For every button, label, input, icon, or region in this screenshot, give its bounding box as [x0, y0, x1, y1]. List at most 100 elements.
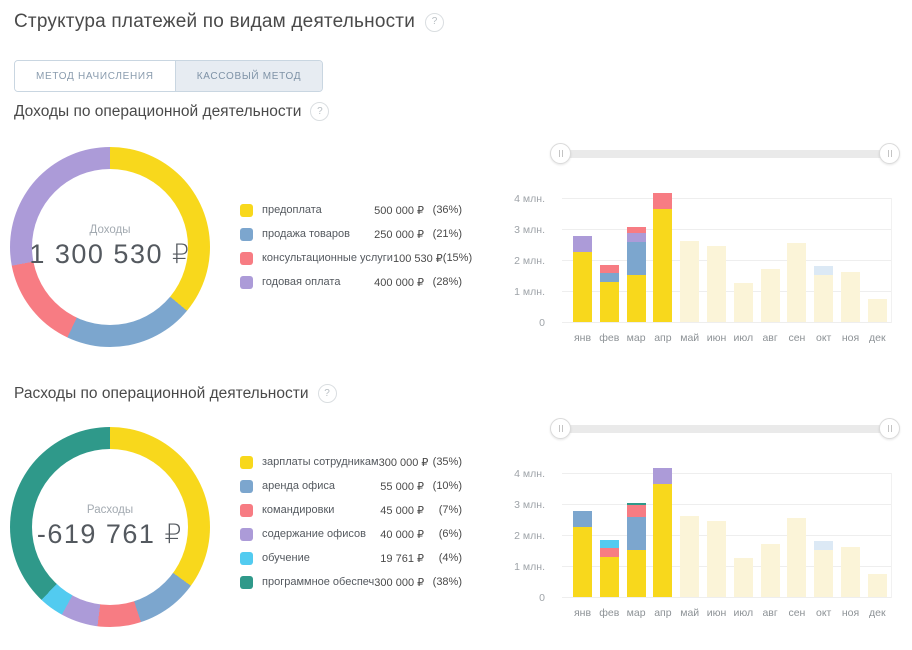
y-axis-label: 4 млн.: [514, 193, 545, 205]
page-title: Структура платежей по видам деятельности: [14, 11, 416, 32]
bar-column[interactable]: [680, 516, 700, 597]
tab-accrual-method[interactable]: МЕТОД НАЧИСЛЕНИЯ: [15, 61, 175, 91]
method-tabs: МЕТОД НАЧИСЛЕНИЯ КАССОВЫЙ МЕТОД: [14, 60, 324, 92]
legend-amount: 45 000 ₽: [380, 504, 424, 517]
bar-segment: [573, 252, 592, 322]
bar-segment: [599, 282, 619, 322]
bar-segment: [626, 503, 646, 505]
slider-handle-right[interactable]: [879, 418, 900, 439]
x-axis-label: май: [680, 332, 700, 344]
bar-column[interactable]: [573, 511, 592, 597]
bar-column[interactable]: [867, 299, 887, 322]
legend-amount: 100 530 ₽: [392, 252, 443, 265]
bar-column[interactable]: [787, 243, 807, 322]
expense-donut-chart[interactable]: Расходы -619 761 ₽: [10, 427, 210, 627]
bar-segment: [599, 265, 619, 273]
legend-color-chip: [240, 551, 253, 565]
x-axis-label: мар: [626, 607, 646, 619]
bar-column[interactable]: [573, 236, 592, 322]
slider-track[interactable]: [560, 425, 890, 433]
x-axis-label: июл: [733, 607, 754, 619]
bar-column[interactable]: [653, 193, 673, 322]
legend-item: аренда офиса 55 000 ₽ (10%): [240, 474, 462, 498]
slider-handle-left[interactable]: [550, 143, 571, 164]
gridline: [562, 229, 892, 230]
legend-color-chip: [240, 227, 253, 241]
x-axis-label: мар: [626, 332, 646, 344]
income-donut-chart[interactable]: Доходы 1 300 530 ₽: [10, 147, 210, 347]
bar-segment: [626, 275, 646, 322]
bar-segment: [760, 269, 780, 322]
bar-column[interactable]: [599, 265, 619, 322]
gridline: [562, 504, 892, 505]
legend-percent: (15%): [442, 252, 473, 264]
legend-color-chip: [240, 527, 253, 541]
legend-color-chip: [240, 275, 253, 289]
expense-period-slider: [550, 418, 900, 439]
bar-segment: [626, 242, 646, 275]
tab-cash-method[interactable]: КАССОВЫЙ МЕТОД: [174, 61, 323, 91]
x-axis-label: июн: [706, 607, 727, 619]
bar-column[interactable]: [707, 521, 726, 597]
legend-amount: 400 000 ₽: [374, 276, 424, 289]
bar-column[interactable]: [814, 266, 834, 322]
bar-column[interactable]: [733, 558, 753, 597]
bar-segment: [653, 209, 673, 322]
legend-label: продажа товаров: [262, 228, 350, 240]
bar-column[interactable]: [760, 269, 780, 322]
legend-label: аренда офиса: [262, 480, 335, 492]
bar-segment: [573, 511, 592, 527]
x-axis-label: авг: [762, 607, 778, 619]
bar-column[interactable]: [787, 518, 807, 597]
x-axis-label: дек: [869, 607, 886, 619]
y-axis-label: 3 млн.: [514, 499, 545, 511]
legend-color-chip: [240, 251, 253, 265]
bar-column[interactable]: [841, 547, 860, 597]
x-axis-label: июл: [733, 332, 754, 344]
x-axis-label: апр: [654, 607, 672, 619]
income-legend: предоплата 500 000 ₽ (36%) продажа товаров 2…: [240, 198, 472, 294]
x-axis-label: ноя: [841, 332, 860, 344]
bar-segment: [787, 243, 807, 322]
bar-segment: [707, 246, 726, 322]
bar-segment: [626, 517, 646, 550]
legend-label: годовая оплата: [262, 276, 341, 288]
income-section-header: Доходы по операционной деятельности ?: [14, 102, 330, 121]
bar-column[interactable]: [707, 246, 726, 322]
bar-column[interactable]: [599, 540, 619, 597]
x-axis-label: фев: [599, 607, 620, 619]
bar-column[interactable]: [680, 241, 700, 322]
slider-handle-right[interactable]: [879, 143, 900, 164]
bar-column[interactable]: [814, 541, 834, 597]
legend-label: командировки: [262, 504, 335, 516]
bar-column[interactable]: [626, 503, 646, 597]
bar-segment: [867, 299, 887, 322]
legend-color-chip: [240, 575, 253, 589]
bar-column[interactable]: [841, 272, 860, 322]
slider-handle-left[interactable]: [550, 418, 571, 439]
help-icon[interactable]: ?: [317, 384, 337, 403]
help-icon[interactable]: ?: [425, 12, 445, 32]
bar-segment: [814, 275, 834, 322]
legend-percent: (21%): [432, 228, 462, 240]
x-axis-label: дек: [869, 332, 886, 344]
legend-percent: (4%): [438, 552, 462, 564]
bar-segment: [680, 516, 700, 597]
legend-color-chip: [240, 479, 253, 493]
help-icon[interactable]: ?: [310, 102, 330, 121]
page-header: Структура платежей по видам деятельности…: [14, 11, 445, 33]
bar-column[interactable]: [760, 544, 780, 597]
x-axis-label: ноя: [841, 607, 860, 619]
bar-column[interactable]: [653, 468, 673, 597]
gridline: [562, 322, 892, 323]
legend-color-chip: [240, 455, 253, 469]
bar-column[interactable]: [733, 283, 753, 322]
gridline: [562, 566, 892, 567]
expense-donut-center-label: Расходы: [86, 504, 134, 516]
x-axis-label: окт: [816, 332, 832, 344]
bar-column[interactable]: [626, 227, 646, 322]
slider-track[interactable]: [560, 150, 890, 158]
bar-column[interactable]: [867, 574, 887, 597]
bar-segment: [599, 273, 619, 282]
bar-segment: [814, 541, 834, 550]
